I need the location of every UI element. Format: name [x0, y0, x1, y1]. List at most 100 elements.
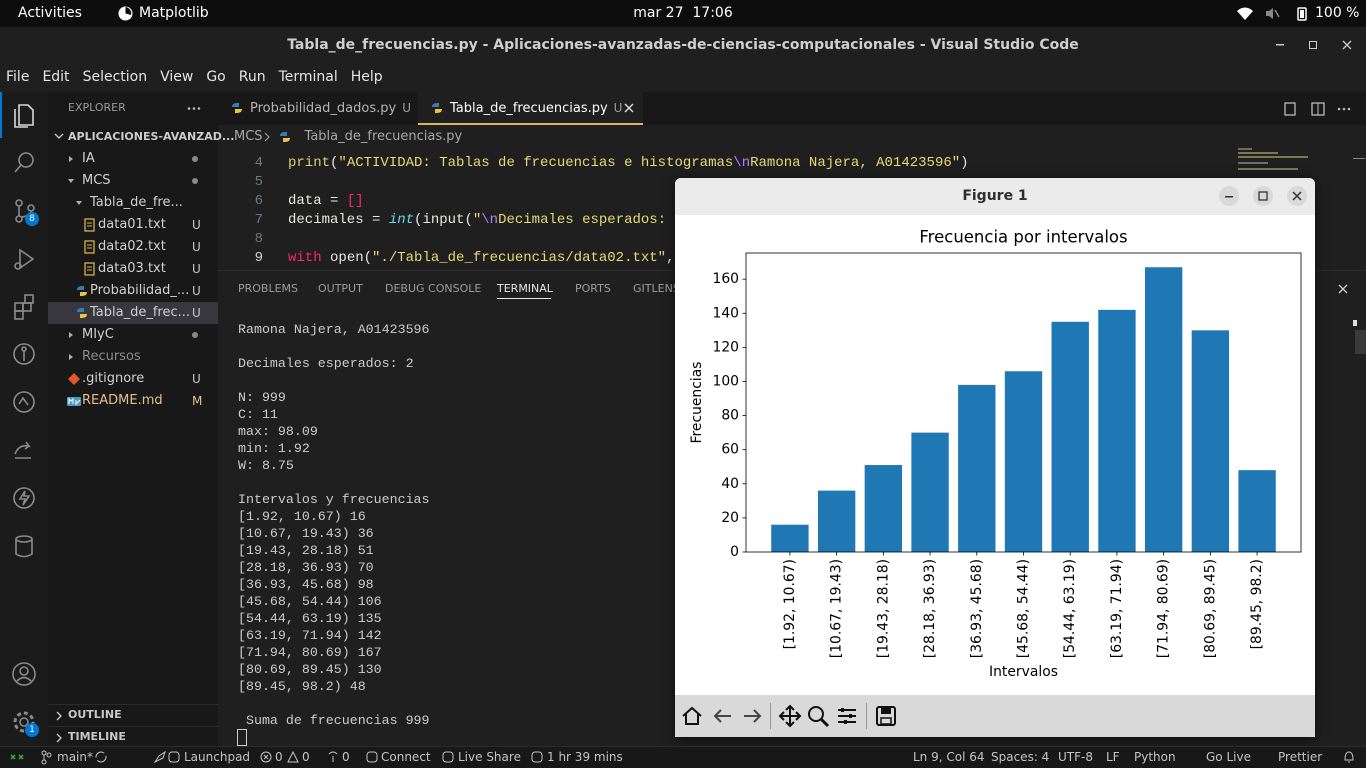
x-tick-label: [36.93, 45.68): [969, 559, 985, 658]
code-token: decimales =: [288, 212, 389, 228]
panel-tab[interactable]: OUTPUT: [318, 282, 363, 295]
sidebar-section[interactable]: TIMELINE: [68, 730, 126, 743]
code-token: []: [346, 193, 364, 209]
panel-tab[interactable]: GITLENS: [633, 282, 680, 295]
menu-item[interactable]: Terminal: [278, 69, 338, 85]
git-branch[interactable]: main*: [57, 750, 93, 764]
icon-shape: [56, 711, 62, 721]
panel-tab[interactable]: TERMINAL: [497, 282, 553, 295]
icon-shape: [14, 109, 28, 128]
maximize-button: [1309, 41, 1317, 49]
toolbar-button: [838, 708, 856, 724]
panel-tab[interactable]: DEBUG CONSOLE: [385, 282, 482, 295]
tab-close: [624, 103, 634, 113]
menu-item[interactable]: Help: [350, 69, 383, 85]
tree-item[interactable]: Recursos: [82, 349, 141, 364]
icon-shape: [125, 7, 132, 15]
x-axis-label: Intervalos: [989, 664, 1058, 680]
status-item[interactable]: Spaces: 4: [991, 750, 1050, 764]
error-count[interactable]: 0: [275, 750, 283, 764]
code-token: (input(: [414, 212, 473, 228]
icon-shape: [14, 441, 31, 459]
code-token: with: [288, 250, 322, 266]
line-number: 7: [254, 212, 263, 228]
icon-shape: [80, 292, 87, 296]
ports-count[interactable]: 0: [342, 750, 350, 764]
figure-window-button: [1219, 186, 1239, 206]
tree-item[interactable]: data01.txt: [98, 217, 166, 232]
status-item[interactable]: Go Live: [1206, 750, 1251, 764]
terminal-line: [54.44, 63.19) 135: [238, 611, 382, 626]
menu-item[interactable]: Run: [238, 69, 266, 85]
breadcrumb-item[interactable]: Tabla_de_frecuencias.py: [304, 129, 463, 144]
tree-item[interactable]: .gitignore: [82, 371, 145, 386]
icon-shape: [682, 706, 702, 725]
bar: [1238, 470, 1276, 552]
icon-shape: [13, 487, 35, 509]
status-item[interactable]: LF: [1106, 750, 1120, 764]
icon-shape: [153, 750, 166, 764]
status-item[interactable]: Ln 9, Col 64: [913, 750, 985, 764]
code-token: ,: [666, 250, 675, 266]
tree-item[interactable]: MIyC: [82, 327, 114, 342]
tree-item[interactable]: IA: [82, 151, 95, 166]
status-item[interactable]: Python: [1134, 750, 1176, 764]
editor-tab[interactable]: [218, 92, 418, 125]
battery-level[interactable]: 100 %: [1315, 5, 1360, 21]
tree-item[interactable]: README.md: [82, 393, 163, 408]
terminal-line: [36.93, 45.68) 98: [238, 577, 374, 592]
activity-icon: [14, 248, 35, 270]
icon-shape: [531, 751, 543, 763]
tree-item[interactable]: Probabilidad_...: [90, 283, 190, 298]
tree-item[interactable]: Tabla_de_fre...: [90, 195, 183, 210]
icon-shape: [235, 109, 242, 113]
tree-item[interactable]: MCS: [82, 173, 111, 188]
tree-item[interactable]: Tabla_de_frec...: [90, 305, 191, 320]
icon-shape: [287, 750, 299, 763]
section-border: [48, 704, 218, 705]
minimize-button: [1276, 44, 1284, 46]
tree-item[interactable]: data02.txt: [98, 239, 166, 254]
warnings-icon: [287, 750, 299, 763]
figure-title: Figure 1: [962, 188, 1028, 204]
menu-item[interactable]: File: [6, 69, 30, 85]
status-item[interactable]: Prettier: [1278, 750, 1323, 764]
icon-shape: [77, 286, 84, 290]
status-item[interactable]: Launchpad: [184, 750, 251, 764]
tree-item[interactable]: data03.txt: [98, 261, 166, 276]
panel-tab[interactable]: PROBLEMS: [238, 282, 299, 295]
status-item[interactable]: Connect: [381, 750, 431, 764]
menu-item[interactable]: Edit: [42, 69, 70, 85]
terminal-line: [45.68, 54.44) 106: [238, 594, 382, 609]
clock[interactable]: mar 27 17:06: [633, 5, 733, 21]
sidebar-section[interactable]: OUTLINE: [68, 708, 122, 721]
editor-tab[interactable]: [418, 92, 643, 125]
app-menu[interactable]: Matplotlib: [139, 5, 209, 21]
breadcrumb-item[interactable]: MCS: [234, 129, 263, 144]
activity-icon: [14, 152, 34, 173]
warning-count[interactable]: 0: [302, 750, 310, 764]
selected-row: [48, 302, 218, 324]
badge-count: 8: [29, 214, 35, 224]
menu-item[interactable]: Go: [206, 69, 226, 85]
activity-icon: [15, 199, 35, 223]
menu-item[interactable]: View: [160, 69, 194, 85]
panel-tab[interactable]: PORTS: [575, 282, 611, 295]
menu-item[interactable]: Selection: [82, 69, 148, 85]
bar: [958, 384, 996, 552]
line-number: 5: [254, 174, 263, 190]
icon-shape: [13, 711, 35, 733]
icon-shape: [18, 104, 34, 126]
status-icon: [366, 751, 378, 763]
icon-shape: [68, 373, 80, 385]
status-item[interactable]: UTF-8: [1058, 750, 1093, 764]
activities-button[interactable]: Activities: [18, 5, 82, 21]
icon-shape: [15, 535, 33, 543]
workspace-root[interactable]: APLICACIONES-AVANZAD...: [68, 130, 235, 143]
file-icon-text: [84, 262, 95, 276]
status-item[interactable]: 1 hr 39 mins: [547, 750, 623, 764]
code-token: data =: [288, 193, 347, 209]
status-item[interactable]: Live Share: [458, 750, 521, 764]
icon-shape: [808, 706, 824, 722]
wifi-icon: [1237, 7, 1253, 20]
